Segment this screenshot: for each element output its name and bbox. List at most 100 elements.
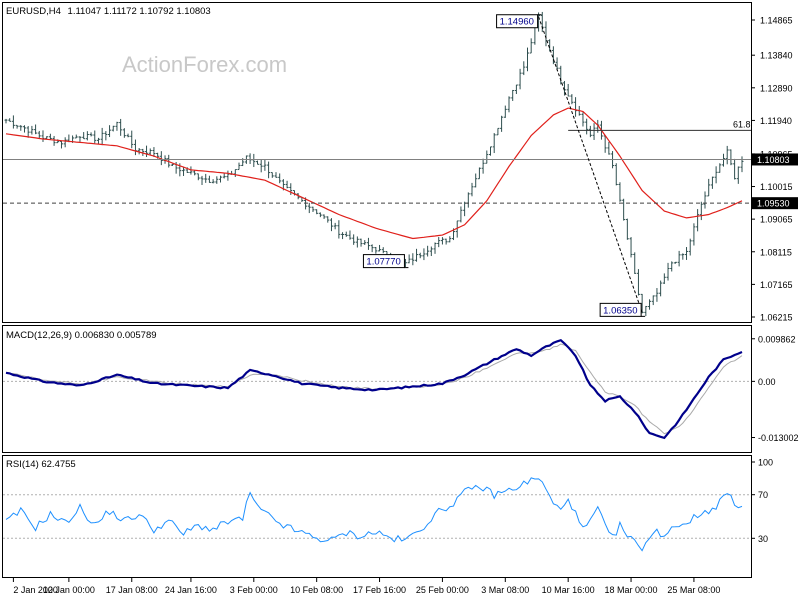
ohlc-bar <box>215 176 219 184</box>
ohlc-bar <box>8 118 12 122</box>
ohlc-bar <box>355 236 359 248</box>
price-annotations: 1.10803 1.09530 61.8 1.14960 1.07770 1.06350 <box>3 14 798 317</box>
ohlc-bar <box>444 238 448 245</box>
ohlc-bar <box>52 135 56 146</box>
ohlc-bar <box>489 146 493 156</box>
ohlc-bar <box>366 237 370 250</box>
ohlc-bar <box>500 115 504 132</box>
ohlc-bar <box>725 145 729 165</box>
ohlc-bar <box>525 47 529 72</box>
macd-tick-label: 0.009862 <box>758 334 796 344</box>
ohlc-bar <box>718 163 722 173</box>
x-tick-label: 18 Mar 00:00 <box>605 585 658 595</box>
ohlc-bar <box>481 158 485 174</box>
ohlc-bar <box>274 172 278 178</box>
ohlc-bar <box>662 273 666 284</box>
price-bars <box>4 11 744 317</box>
ohlc-bar <box>182 167 186 176</box>
ohlc-bar <box>74 134 78 139</box>
x-tick-label: 10 Feb 08:00 <box>290 585 343 595</box>
price-tick-label: 1.14865 <box>760 16 793 26</box>
price-tick-label: 1.12890 <box>760 83 793 93</box>
ohlc-bar <box>622 198 626 221</box>
ohlc-bar <box>148 148 152 156</box>
ohlc-bar <box>522 61 526 76</box>
ohlc-bar <box>211 179 215 184</box>
ohlc-bar <box>459 206 463 223</box>
ohlc-bar <box>30 125 34 135</box>
x-tick-label: 25 Mar 08:00 <box>667 585 720 595</box>
ohlc-bar <box>193 170 197 176</box>
ohlc-bar <box>562 80 566 96</box>
x-tick-label: 2 Jan 2020 <box>13 585 58 595</box>
ohlc-bar <box>625 218 629 240</box>
macd-tick-label: -0.013002 <box>758 433 799 443</box>
ohlc-bar <box>381 247 385 254</box>
ohlc-bar <box>159 151 163 166</box>
ohlc-bar <box>85 131 89 141</box>
rsi-line <box>5 477 743 552</box>
ohlc-bar <box>511 89 515 101</box>
x-tick-label: 10 Jan 00:00 <box>43 585 95 595</box>
ohlc-bar <box>692 223 696 246</box>
ohlc-bar <box>666 262 670 281</box>
ohlc-bar <box>318 212 322 218</box>
ohlc-bar <box>433 242 437 254</box>
price-tick-label: 1.07165 <box>760 280 793 290</box>
ohlc-bar <box>633 252 637 274</box>
ohlc-bar <box>222 173 226 179</box>
ohlc-bar <box>426 245 430 257</box>
ohlc-bar <box>119 118 123 136</box>
rsi-pane[interactable] <box>2 455 752 578</box>
x-tick-label: 3 Mar 08:00 <box>481 585 529 595</box>
ohlc-bar <box>78 136 82 142</box>
ohlc-bar <box>585 118 589 135</box>
rsi-pane-title: RSI(14) 62.4755 <box>6 459 76 470</box>
ohlc-bar <box>226 170 230 181</box>
ohlc-bar <box>126 133 130 138</box>
ohlc-bar <box>152 147 156 158</box>
ohlc-bar <box>681 253 685 260</box>
moving-average-line <box>5 107 743 240</box>
ohlc-bar <box>289 183 293 195</box>
ohlc-bar <box>640 293 644 314</box>
ohlc-bar <box>496 127 500 136</box>
price-tick-label: 1.08115 <box>760 247 792 257</box>
ohlc-bar <box>104 131 108 141</box>
watermark-text: ActionForex.com <box>122 52 287 77</box>
ohlc-bar <box>703 191 707 209</box>
fib-618-label: 61.8 <box>733 119 751 129</box>
ohlc-bar <box>651 295 655 306</box>
ohlc-bar <box>315 209 319 215</box>
ohlc-bar <box>474 173 478 188</box>
rsi-tick-label: 30 <box>758 534 768 544</box>
price-tick-label: 1.06215 <box>760 313 793 323</box>
ohlc-bar <box>341 232 345 240</box>
price-pane[interactable] <box>2 2 752 323</box>
ohlc-bar <box>507 96 511 113</box>
ohlc-bar <box>607 141 611 155</box>
ohlc-bar <box>115 121 119 131</box>
ohlc-bar <box>629 237 633 258</box>
ohlc-readout: 1.11047 1.11172 1.10792 1.10803 <box>68 6 211 17</box>
ohlc-bar <box>503 105 507 118</box>
ohlc-bar <box>267 161 271 179</box>
x-tick-label: 25 Feb 00:00 <box>416 585 469 595</box>
price-tick-label: 1.09065 <box>760 215 793 225</box>
x-tick-label: 10 Mar 16:00 <box>542 585 595 595</box>
ohlc-bar <box>655 288 659 302</box>
ohlc-bar <box>707 178 711 197</box>
ohlc-bar <box>477 167 481 180</box>
ohlc-bar <box>34 124 38 135</box>
macd-main-line <box>5 338 743 440</box>
ohlc-bar <box>588 125 592 138</box>
ohlc-bar <box>374 247 378 254</box>
price-tick-label: 1.13840 <box>760 51 793 61</box>
ohlc-bar <box>673 261 677 264</box>
macd-tick-label: 0.00 <box>758 377 776 387</box>
ohlc-bar <box>422 248 426 261</box>
ohlc-bar <box>37 130 41 139</box>
ohlc-bar <box>89 132 93 137</box>
ohlc-bar <box>270 172 274 178</box>
